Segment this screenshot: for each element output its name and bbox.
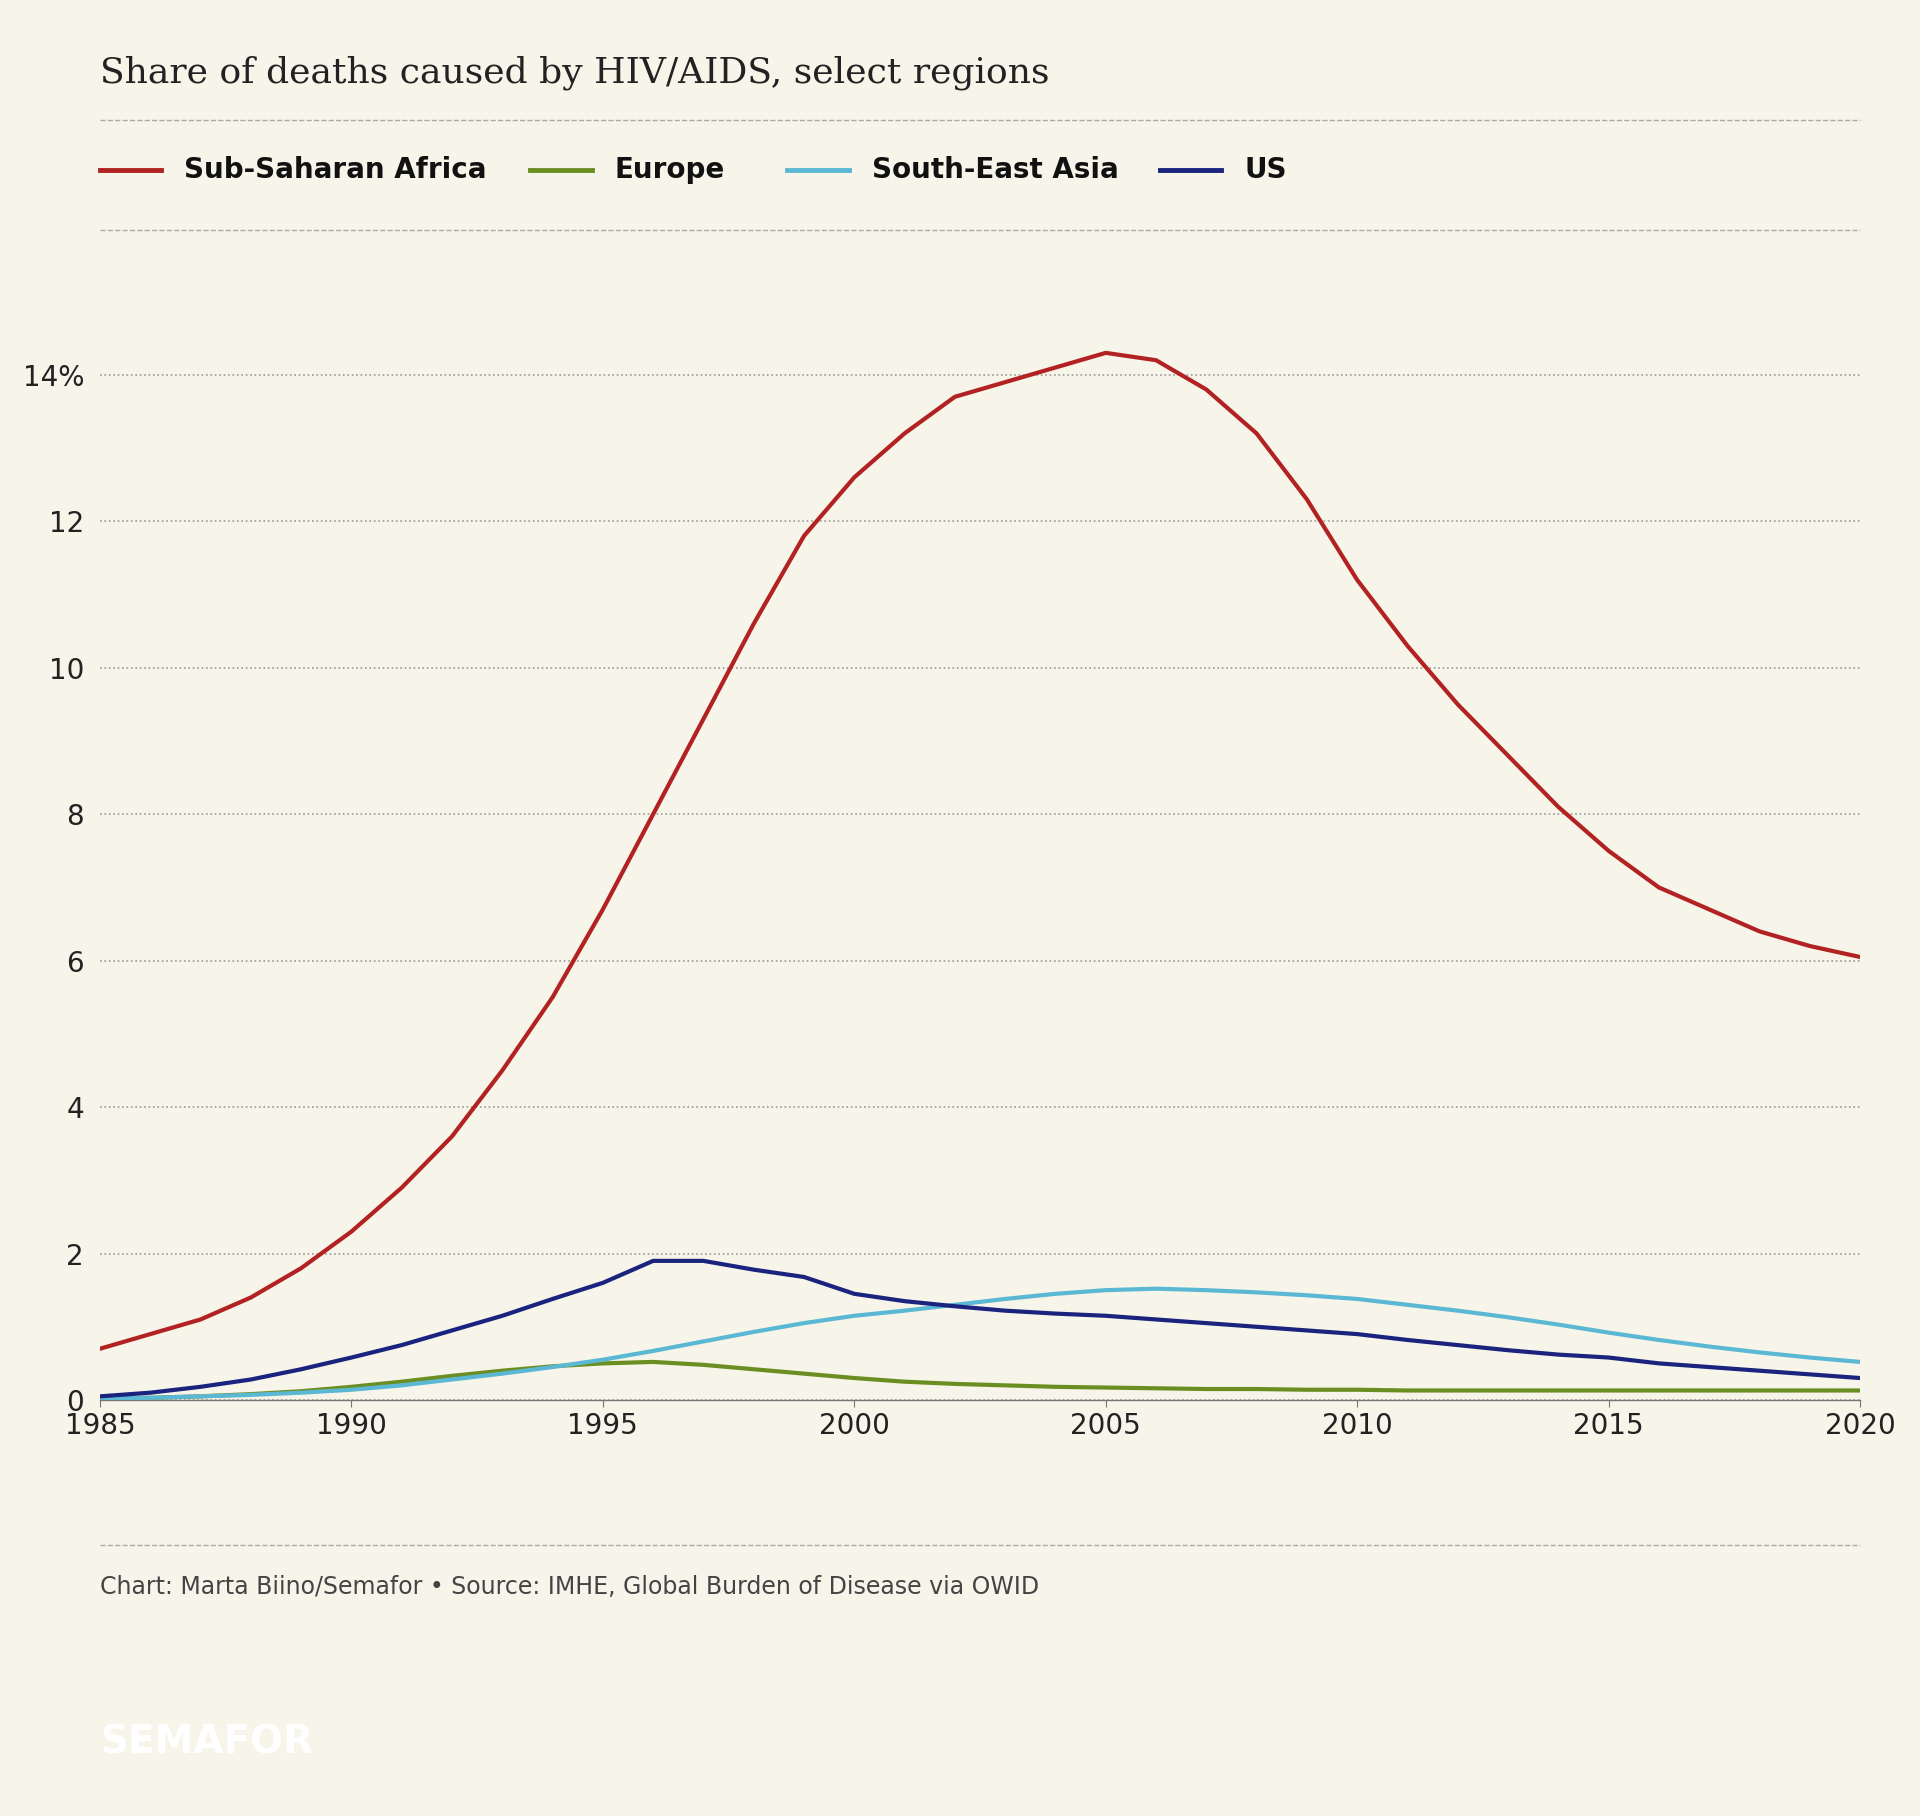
Text: US: US	[1244, 156, 1286, 183]
Text: Share of deaths caused by HIV/AIDS, select regions: Share of deaths caused by HIV/AIDS, sele…	[100, 54, 1050, 89]
Text: South-East Asia: South-East Asia	[872, 156, 1119, 183]
Text: SEMAFOR: SEMAFOR	[100, 1723, 313, 1762]
Text: Sub-Saharan Africa: Sub-Saharan Africa	[184, 156, 488, 183]
Text: Chart: Marta Biino/Semafor • Source: IMHE, Global Burden of Disease via OWID: Chart: Marta Biino/Semafor • Source: IMH…	[100, 1574, 1039, 1600]
Text: Europe: Europe	[614, 156, 726, 183]
